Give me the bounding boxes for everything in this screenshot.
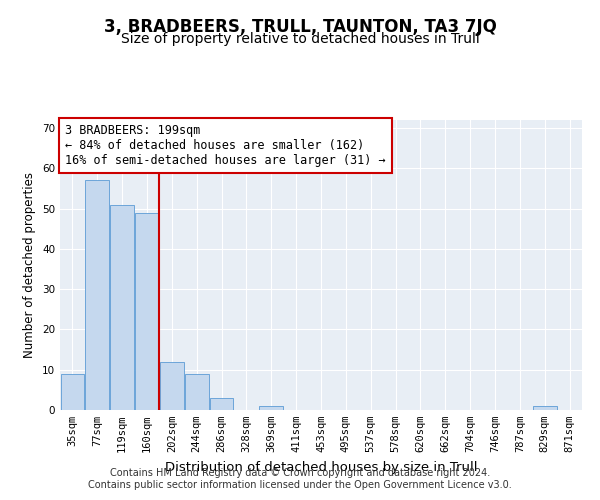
Bar [259,406,283,410]
Text: Contains public sector information licensed under the Open Government Licence v3: Contains public sector information licen… [88,480,512,490]
X-axis label: Distribution of detached houses by size in Trull: Distribution of detached houses by size … [165,460,477,473]
Bar [85,180,109,410]
Bar [61,374,84,410]
Bar [210,398,233,410]
Y-axis label: Number of detached properties: Number of detached properties [23,172,37,358]
Bar [160,362,184,410]
Text: Contains HM Land Registry data © Crown copyright and database right 2024.: Contains HM Land Registry data © Crown c… [110,468,490,477]
Bar [135,212,159,410]
Bar [185,374,209,410]
Text: 3, BRADBEERS, TRULL, TAUNTON, TA3 7JQ: 3, BRADBEERS, TRULL, TAUNTON, TA3 7JQ [104,18,496,36]
Text: 3 BRADBEERS: 199sqm
← 84% of detached houses are smaller (162)
16% of semi-detac: 3 BRADBEERS: 199sqm ← 84% of detached ho… [65,124,386,168]
Text: Size of property relative to detached houses in Trull: Size of property relative to detached ho… [121,32,479,46]
Bar [110,204,134,410]
Bar [533,406,557,410]
